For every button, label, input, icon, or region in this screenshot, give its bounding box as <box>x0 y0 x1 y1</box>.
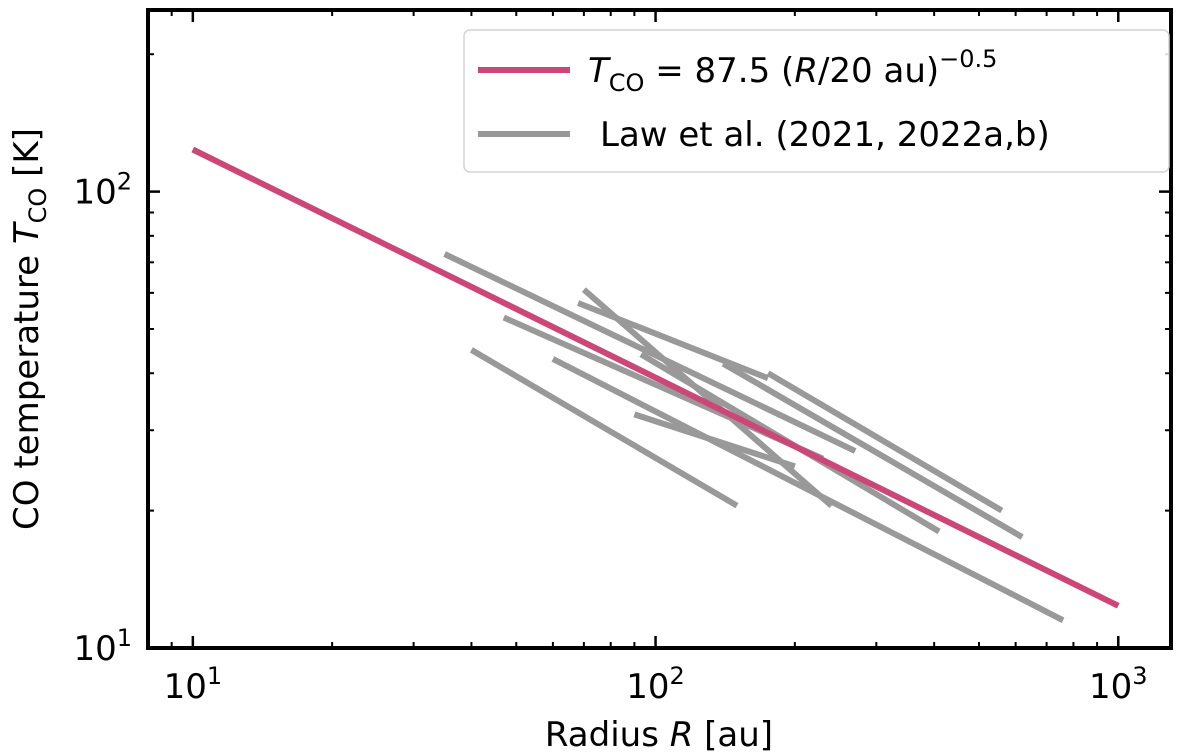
obs-line-4 <box>766 370 1004 514</box>
obs-line-5 <box>721 361 1024 540</box>
y-tick-label-2: 102 <box>73 168 132 213</box>
model-line <box>191 146 1120 609</box>
x-axis-label: Radius R [au] <box>545 715 773 755</box>
y-tick-label-1: 101 <box>73 624 132 669</box>
obs-line-9 <box>469 347 739 509</box>
x-tick-label-3: 103 <box>1089 662 1148 707</box>
y-axis-label: CO temperature TCO [K] <box>7 128 52 530</box>
obs-line-1 <box>443 251 857 454</box>
obs-line-2 <box>581 287 834 508</box>
model-line-group <box>191 146 1120 609</box>
legend-obs-label: Law et al. (2021, 2022a,b) <box>600 115 1050 155</box>
obs-line-3 <box>576 300 770 381</box>
legend-box <box>463 29 1170 173</box>
x-tick-label-1: 101 <box>164 662 223 707</box>
obs-line-8 <box>551 356 1065 623</box>
legend-model-label: TCO = 87.5 (R/20 au)−0.5 <box>588 45 997 97</box>
x-tick-label-2: 102 <box>626 662 685 707</box>
legend: TCO = 87.5 (R/20 au)−0.5 Law et al. (202… <box>463 29 1170 173</box>
plot-frame <box>146 8 1173 650</box>
observation-lines <box>443 251 1065 623</box>
obs-line-10 <box>633 411 796 470</box>
